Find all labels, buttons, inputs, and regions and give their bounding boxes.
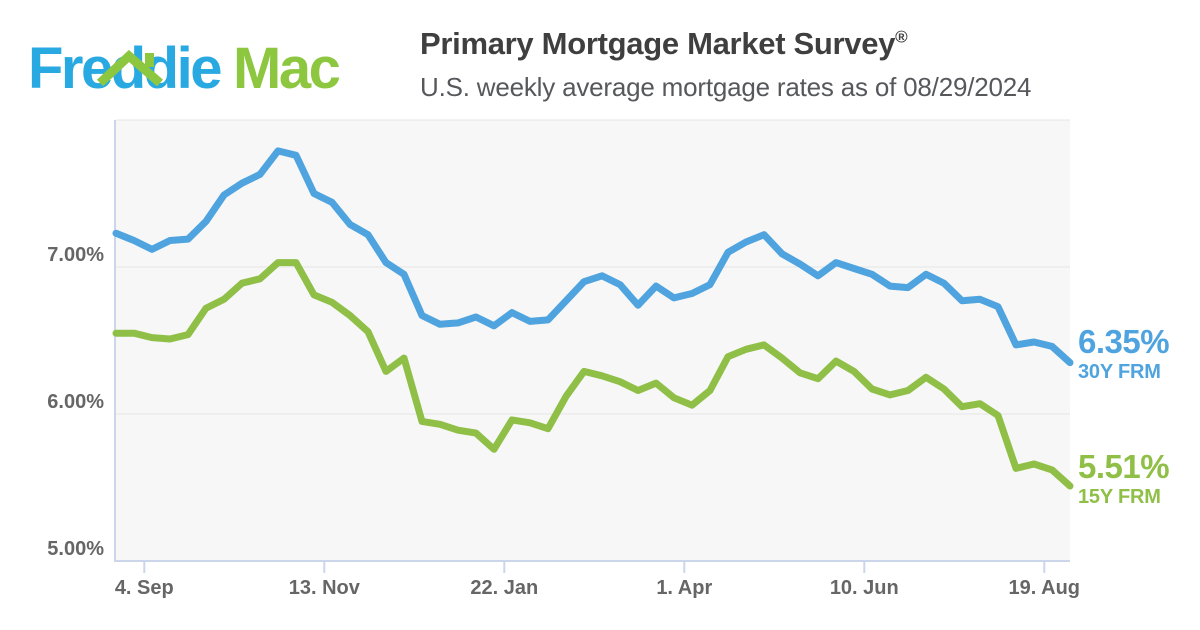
rate-value-15y: 5.51% <box>1078 448 1170 485</box>
x-axis-label: 4. Sep <box>114 577 174 599</box>
line-30y-frm <box>112 147 1074 367</box>
y-axis-label: 5.00% <box>47 538 104 560</box>
logo-text-mac: Mac <box>233 36 341 101</box>
line-15y-frm <box>112 259 1074 490</box>
series-name-15y: 15Y FRM <box>1078 486 1161 508</box>
x-axis-label: 1. Apr <box>656 577 713 599</box>
y-axis-label: 6.00% <box>47 391 104 413</box>
registered-mark: ® <box>895 27 908 47</box>
x-axis-label: 13. Nov <box>288 577 360 599</box>
x-axis-label: 19. Aug <box>1008 577 1081 599</box>
x-axis-label: 22. Jan <box>470 577 539 599</box>
logo-text-freddie: Freddie <box>28 36 223 101</box>
series-label-15y-frm: 5.51% 15Y FRM <box>1078 448 1170 508</box>
page-title-text: Primary Mortgage Market Survey <box>420 26 896 61</box>
house-roof-icon <box>96 50 164 86</box>
y-axis-label: 7.00% <box>47 244 104 266</box>
series-name-30y: 30Y FRM <box>1078 361 1161 383</box>
series-label-30y-frm: 6.35% 30Y FRM <box>1078 323 1170 383</box>
x-axis-label: 10. Jun <box>829 577 899 599</box>
plot-area[interactable] <box>116 120 1070 561</box>
rate-value-30y: 6.35% <box>1078 323 1170 360</box>
freddiemac-logo: Freddie Mac <box>28 34 341 104</box>
header: Primary Mortgage Market Survey® U.S. wee… <box>420 25 1031 103</box>
page-title: Primary Mortgage Market Survey® <box>420 25 1031 62</box>
page-subtitle: U.S. weekly average mortgage rates as of… <box>420 72 1032 102</box>
